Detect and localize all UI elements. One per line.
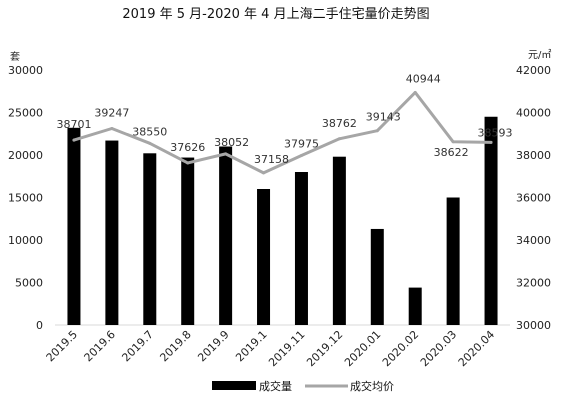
x-tick-label: 2020.02	[380, 328, 421, 369]
data-label-avg-price: 38052	[214, 136, 249, 149]
legend: 成交量 成交均价	[212, 379, 394, 393]
plot-area: 0 5000 10000 15000 20000 25000 30000 30000 32000…	[8, 64, 551, 369]
data-label-avg-price: 38762	[322, 117, 357, 130]
x-tick-label: 2020.01	[342, 328, 383, 369]
legend-swatch-volume	[212, 381, 256, 390]
line-point	[224, 152, 228, 156]
x-tick-label: 2020.03	[418, 328, 459, 369]
left-axis-unit: 套	[10, 50, 20, 63]
bar-volume	[219, 146, 233, 325]
line-point	[413, 90, 417, 94]
data-label-avg-price: 39143	[366, 111, 401, 124]
line-point	[262, 171, 266, 175]
right-axis-unit: 元/㎡	[528, 49, 551, 61]
data-label-avg-price: 38550	[132, 125, 167, 138]
data-label-avg-price: 38622	[434, 146, 469, 159]
data-label-avg-price: 40944	[406, 72, 441, 85]
bar-volume	[105, 140, 119, 325]
line-point	[337, 137, 341, 141]
left-tick-label: 30000	[8, 64, 43, 77]
left-tick-label: 15000	[8, 192, 43, 205]
x-tick-label: 2019.7	[119, 328, 155, 364]
bar-volume	[332, 156, 346, 325]
data-label-avg-price: 38593	[478, 126, 513, 139]
right-tick-label: 38000	[516, 149, 551, 162]
x-tick-label: 2019.5	[44, 328, 80, 364]
x-tick-label: 2020.04	[456, 328, 497, 369]
x-tick-label: 2019.6	[82, 328, 118, 364]
x-tick-label: 2019.11	[266, 328, 307, 369]
line-point	[72, 138, 76, 142]
right-tick-label: 40000	[516, 107, 551, 120]
x-tick-label: 2019.1	[233, 328, 269, 364]
bar-volume	[294, 172, 308, 325]
left-tick-label: 25000	[8, 107, 43, 120]
x-tick-label: 2019.9	[195, 328, 231, 364]
right-tick-label: 32000	[516, 277, 551, 290]
line-avg-price	[72, 90, 493, 175]
right-tick-label: 30000	[516, 319, 551, 332]
bar-volume	[484, 116, 498, 325]
data-label-avg-price: 37158	[254, 153, 289, 166]
x-tick-label: 2019.12	[304, 328, 345, 369]
data-label-avg-price: 38701	[56, 118, 91, 131]
bar-volume	[67, 127, 81, 325]
x-tick-label: 2019.8	[157, 328, 193, 364]
data-label-avg-price: 39247	[94, 107, 129, 120]
left-tick-label: 0	[36, 319, 43, 332]
line-point	[375, 129, 379, 133]
chart-title: 2019 年 5 月-2020 年 4 月上海二手住宅量价走势图	[122, 6, 429, 22]
legend-label-avg-price: 成交均价	[350, 379, 394, 393]
bar-volume	[143, 153, 157, 325]
right-tick-label: 36000	[516, 192, 551, 205]
right-tick-label: 34000	[516, 234, 551, 247]
data-label-avg-price: 37975	[284, 138, 319, 151]
data-label-avg-price: 37626	[170, 141, 205, 154]
bar-volume	[370, 228, 384, 325]
bar-volume	[257, 189, 271, 325]
right-tick-label: 42000	[516, 64, 551, 77]
line-point	[489, 140, 493, 144]
line-point	[110, 127, 114, 131]
left-tick-label: 5000	[15, 277, 43, 290]
line-point	[186, 161, 190, 165]
left-tick-label: 20000	[8, 149, 43, 162]
left-tick-label: 10000	[8, 234, 43, 247]
bar-volume	[181, 157, 195, 325]
line-point	[451, 140, 455, 144]
bar-volume	[408, 287, 422, 325]
legend-label-volume: 成交量	[259, 379, 292, 393]
bar-volume	[446, 197, 460, 325]
line-point	[148, 141, 152, 145]
line-point	[299, 154, 303, 158]
